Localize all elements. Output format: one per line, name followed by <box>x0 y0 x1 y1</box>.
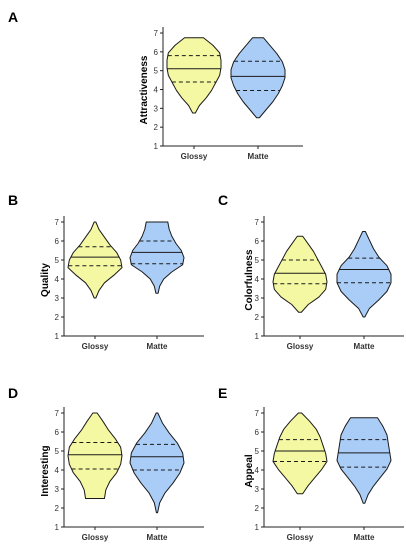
x-tick-label: Matte <box>147 342 168 351</box>
y-tick-label: 3 <box>255 485 260 494</box>
y-axis-title: Colorfulness <box>244 249 255 311</box>
panel-letter: E <box>218 385 227 401</box>
panel-c: C Colorfulness 1 2 3 4 5 6 7 Glossy Matte <box>218 192 404 351</box>
y-tick-label: 6 <box>55 428 60 437</box>
y-tick-label: 1 <box>154 142 159 151</box>
y-tick-label: 5 <box>154 67 159 76</box>
y-tick-label: 4 <box>55 275 60 284</box>
y-tick-label: 7 <box>154 29 159 38</box>
y-tick-label: 6 <box>255 428 260 437</box>
y-tick-label: 5 <box>55 447 60 456</box>
violin-glossy <box>67 412 123 499</box>
x-tick-label: Glossy <box>287 342 314 351</box>
violin-matte <box>230 37 286 119</box>
panel-a: A Attractiveness 1 2 3 4 5 6 7 Glossy Matte <box>8 9 303 161</box>
y-tick-label: 2 <box>255 504 260 513</box>
x-tick-label: Glossy <box>181 152 208 161</box>
y-tick-label: 7 <box>255 409 260 418</box>
y-tick-label: 4 <box>255 275 260 284</box>
panel-letter: C <box>218 192 228 208</box>
y-tick-label: 3 <box>55 485 60 494</box>
y-tick-label: 2 <box>154 123 159 132</box>
x-tick-label: Glossy <box>287 533 314 542</box>
y-axis-title: Appeal <box>244 454 255 488</box>
y-tick-label: 5 <box>55 256 60 265</box>
panel-letter: A <box>8 9 18 25</box>
panel-letter: B <box>8 192 18 208</box>
y-tick-label: 1 <box>255 523 260 532</box>
y-tick-label: 5 <box>255 256 260 265</box>
y-tick-label: 4 <box>154 86 159 95</box>
y-tick-label: 6 <box>154 48 159 57</box>
violin-glossy <box>272 412 328 495</box>
y-axis-title: Interesting <box>40 445 51 496</box>
violin-matte <box>336 417 392 504</box>
violin-matte <box>336 231 392 318</box>
x-tick-label: Glossy <box>82 342 109 351</box>
y-tick-label: 3 <box>154 104 159 113</box>
panel-e: E Appeal 1 2 3 4 5 6 7 Glossy Matte <box>218 385 404 542</box>
violin-matte <box>129 221 185 294</box>
panel-letter: D <box>8 385 18 401</box>
panel-b: B Quality 1 2 3 4 5 6 7 Glossy Matte <box>8 192 204 351</box>
y-tick-label: 1 <box>55 523 60 532</box>
x-tick-label: Glossy <box>82 533 109 542</box>
y-tick-label: 5 <box>255 447 260 456</box>
y-tick-label: 2 <box>55 504 60 513</box>
y-tick-label: 3 <box>255 294 260 303</box>
y-tick-label: 1 <box>55 332 60 341</box>
violin-glossy <box>272 235 328 313</box>
x-tick-label: Matte <box>354 342 375 351</box>
violin-matte <box>129 412 185 514</box>
y-tick-label: 3 <box>55 294 60 303</box>
y-tick-label: 7 <box>55 218 60 227</box>
y-tick-label: 6 <box>55 237 60 246</box>
y-tick-label: 6 <box>255 237 260 246</box>
x-tick-label: Matte <box>147 533 168 542</box>
y-axis-title: Quality <box>40 263 51 297</box>
y-axis-title: Attractiveness <box>139 55 150 124</box>
y-tick-label: 7 <box>255 218 260 227</box>
y-tick-label: 7 <box>55 409 60 418</box>
violin-glossy <box>166 37 222 114</box>
violin-glossy <box>67 221 123 299</box>
y-tick-label: 1 <box>255 332 260 341</box>
y-tick-label: 4 <box>255 466 260 475</box>
y-tick-label: 4 <box>55 466 60 475</box>
y-tick-label: 2 <box>55 313 60 322</box>
x-tick-label: Matte <box>354 533 375 542</box>
panel-d: D Interesting 1 2 3 4 5 6 7 Glossy Matte <box>8 385 204 542</box>
x-tick-label: Matte <box>248 152 269 161</box>
y-tick-label: 2 <box>255 313 260 322</box>
